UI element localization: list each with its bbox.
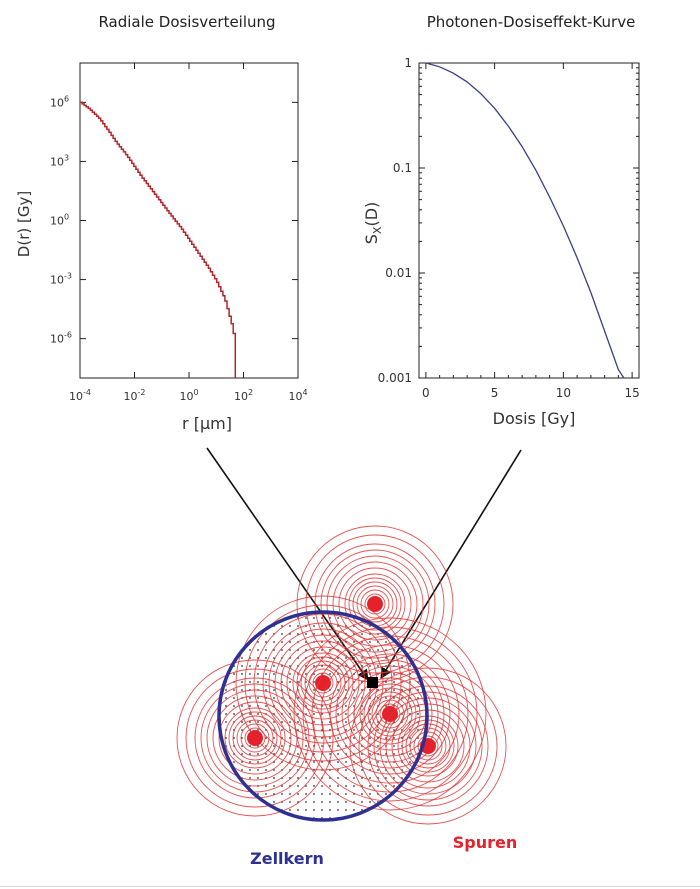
radial-dose-curve bbox=[80, 101, 237, 378]
left-y-tick-label: 10-6 bbox=[50, 331, 72, 346]
left-x-tick-label: 10-4 bbox=[69, 388, 91, 403]
track-core bbox=[315, 675, 331, 691]
nucleus-label: Zellkern bbox=[250, 849, 324, 868]
left-y-tick-label: 106 bbox=[50, 94, 69, 109]
track-core bbox=[367, 596, 383, 612]
left-x-tick-label: 104 bbox=[288, 388, 307, 403]
left-y-axis-label: D(r) [Gy] bbox=[15, 191, 33, 257]
track-core bbox=[382, 706, 398, 722]
left-chart-title: Radiale Dosisverteilung bbox=[98, 13, 275, 31]
left-axis-ticks bbox=[79, 63, 299, 378]
arrow-survival-to-point bbox=[380, 449, 522, 679]
right-y-tick-label: 0.001 bbox=[378, 371, 412, 385]
survival-curve bbox=[425, 62, 625, 379]
right-x-axis-label: Dosis [Gy] bbox=[493, 409, 576, 428]
right-y-axis-label: SX(D) bbox=[362, 202, 384, 245]
right-chart-title: Photonen-Dosiseffekt-Kurve bbox=[427, 13, 636, 31]
left-plot-frame bbox=[79, 62, 299, 379]
tracks-label: Spuren bbox=[453, 833, 518, 852]
left-x-tick-labels: 10-4 10-2 100 102 104 bbox=[69, 388, 308, 403]
left-y-tick-label: 10-3 bbox=[50, 272, 72, 287]
right-x-tick-label: 0 bbox=[422, 386, 430, 400]
left-x-tick-label: 10-2 bbox=[124, 388, 146, 403]
left-x-tick-label: 102 bbox=[234, 388, 253, 403]
right-x-tick-labels: 0 5 10 15 bbox=[422, 386, 640, 400]
right-x-tick-label: 15 bbox=[624, 386, 639, 400]
right-y-tick-label: 0.01 bbox=[385, 266, 412, 280]
right-axis-ticks bbox=[419, 62, 639, 379]
dose-point-marker bbox=[367, 677, 378, 688]
left-x-tick-label: 100 bbox=[179, 388, 198, 403]
right-x-tick-label: 5 bbox=[491, 386, 499, 400]
bottom-separator bbox=[0, 886, 700, 887]
track-left bbox=[176, 659, 334, 817]
right-plot-frame bbox=[418, 62, 640, 379]
left-x-axis-label: r [µm] bbox=[182, 414, 232, 433]
right-x-tick-label: 10 bbox=[556, 386, 571, 400]
right-y-tick-label: 1 bbox=[404, 56, 412, 70]
left-y-tick-labels: 106 103 100 10-3 10-6 bbox=[50, 94, 72, 345]
cell-nucleus-outline bbox=[217, 610, 429, 822]
left-y-tick-label: 103 bbox=[50, 153, 69, 168]
track-core bbox=[247, 730, 263, 746]
right-y-tick-labels: 1 0.1 0.01 0.001 bbox=[378, 56, 412, 385]
right-y-tick-label: 0.1 bbox=[393, 161, 412, 175]
left-y-tick-label: 100 bbox=[50, 213, 69, 228]
